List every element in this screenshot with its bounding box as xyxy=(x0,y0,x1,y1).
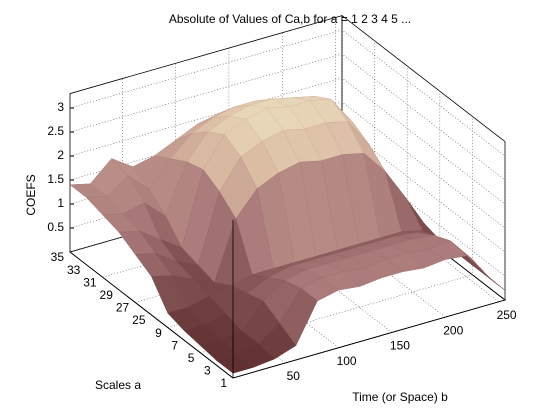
y-tick-label: 9 xyxy=(155,326,162,340)
z-tick-label: 1 xyxy=(57,196,64,210)
x-tick-label: 150 xyxy=(390,339,410,353)
y-tick-label: 29 xyxy=(100,288,114,302)
x-tick-label: 50 xyxy=(287,369,301,383)
y-tick-label: 7 xyxy=(171,338,178,352)
y-tick-label: 33 xyxy=(67,263,81,277)
grid-line xyxy=(200,116,473,354)
y-tick-label: 3 xyxy=(204,364,211,378)
x-tick-label: 100 xyxy=(337,354,357,368)
x-tick-label: 250 xyxy=(497,308,517,322)
y-tick-label: 31 xyxy=(83,275,97,289)
labels: Absolute of Values of Ca,b for a = 1 2 3… xyxy=(24,12,517,404)
x-axis-label: Time (or Space) b xyxy=(352,390,448,404)
chart-title: Absolute of Values of Ca,b for a = 1 2 3… xyxy=(169,12,411,26)
y-tick-label: 5 xyxy=(188,351,195,365)
z-tick-label: 3 xyxy=(57,100,64,114)
y-tick-label: 35 xyxy=(51,250,65,264)
z-tick-label: 0.5 xyxy=(47,220,64,234)
y-tick-label: 27 xyxy=(116,301,130,315)
y-tick-label: 1 xyxy=(220,376,227,390)
surface-patch xyxy=(216,353,254,374)
z-tick-label: 1.5 xyxy=(47,172,64,186)
surface xyxy=(69,95,506,374)
y-axis-label: Scales a xyxy=(95,378,141,392)
y-tick-label: 25 xyxy=(132,313,146,327)
x-tick-label: 200 xyxy=(443,323,463,337)
z-tick-label: 2 xyxy=(57,148,64,162)
z-axis-label: COEFS xyxy=(24,174,38,215)
z-tick-label: 2.5 xyxy=(47,124,64,138)
